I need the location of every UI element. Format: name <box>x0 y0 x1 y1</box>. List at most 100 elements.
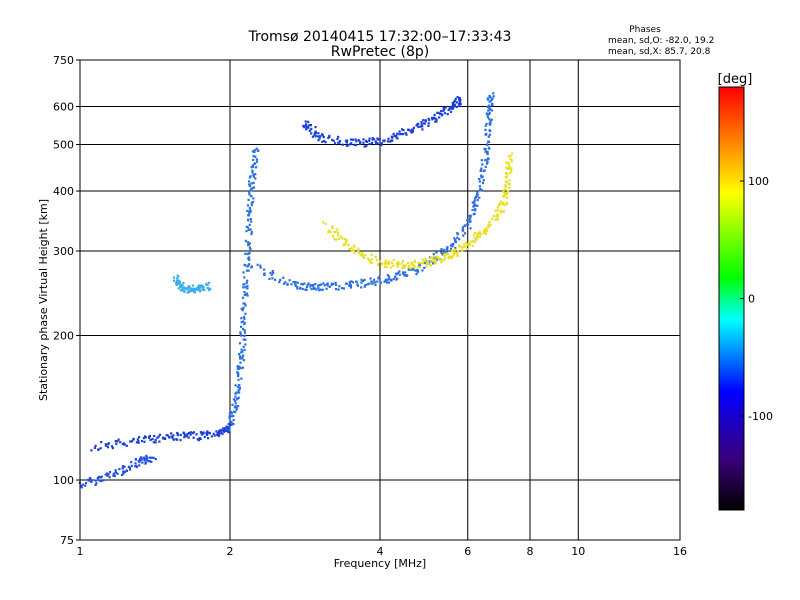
data-point <box>243 276 246 279</box>
data-point <box>343 238 347 241</box>
data-point <box>250 195 253 198</box>
data-point <box>504 175 507 178</box>
data-point <box>450 255 453 258</box>
data-point <box>248 183 251 186</box>
data-point <box>390 266 393 269</box>
data-point <box>407 264 410 268</box>
data-point <box>432 260 435 263</box>
data-point <box>296 285 299 289</box>
data-point <box>462 234 465 237</box>
data-point <box>427 260 430 263</box>
data-point <box>469 214 472 217</box>
data-point <box>368 142 371 146</box>
data-point <box>248 258 251 261</box>
data-point <box>274 278 277 281</box>
data-point <box>232 418 235 422</box>
data-point <box>379 281 382 284</box>
data-point <box>318 137 321 140</box>
data-point <box>145 454 148 457</box>
data-point <box>120 473 124 476</box>
data-point <box>480 176 483 179</box>
data-point <box>130 464 133 467</box>
data-point <box>246 279 249 282</box>
data-point <box>216 433 219 437</box>
data-point <box>153 434 156 438</box>
data-point <box>243 334 246 337</box>
data-point <box>188 285 191 288</box>
data-point <box>116 440 119 443</box>
data-point <box>245 292 248 295</box>
data-point <box>333 231 336 234</box>
data-point <box>230 423 233 426</box>
data-point <box>270 273 273 276</box>
data-point <box>482 179 485 182</box>
data-point <box>496 209 499 212</box>
data-point <box>156 436 159 439</box>
data-point <box>182 281 185 284</box>
data-point <box>392 132 395 135</box>
data-point <box>424 119 427 122</box>
data-point <box>416 265 420 269</box>
data-point <box>470 240 473 243</box>
data-point <box>344 282 348 285</box>
data-point <box>137 441 140 444</box>
data-point <box>436 258 439 261</box>
data-point <box>463 245 466 248</box>
data-point <box>360 286 363 289</box>
data-point <box>463 232 467 235</box>
data-point <box>240 377 243 380</box>
data-point <box>476 234 479 237</box>
data-point <box>223 430 226 433</box>
data-point <box>385 281 388 284</box>
data-point <box>246 209 249 212</box>
data-point <box>95 482 98 485</box>
data-point <box>353 245 356 248</box>
data-point <box>485 122 488 125</box>
data-point <box>249 248 252 251</box>
data-point <box>336 228 339 231</box>
data-point <box>244 304 247 307</box>
data-point <box>183 435 186 438</box>
data-point <box>186 435 189 438</box>
data-point <box>313 132 316 135</box>
data-point <box>411 266 414 269</box>
data-point <box>303 282 306 285</box>
data-point <box>97 448 100 451</box>
data-point <box>436 256 439 259</box>
data-point <box>443 252 446 255</box>
data-point <box>176 280 179 283</box>
data-point <box>150 460 153 463</box>
data-point <box>348 248 351 251</box>
data-point <box>146 458 149 461</box>
y-axis-label: Stationary phase Virtual Height [km] <box>37 199 50 401</box>
data-point <box>337 237 340 240</box>
data-point <box>453 248 456 251</box>
data-point <box>350 142 353 145</box>
data-point <box>417 122 420 125</box>
data-point <box>387 137 390 140</box>
data-point <box>398 130 401 133</box>
data-point <box>232 398 235 401</box>
data-point <box>250 232 253 236</box>
data-point <box>206 430 209 433</box>
data-point <box>242 286 245 289</box>
data-point <box>505 201 508 204</box>
data-point <box>229 410 232 414</box>
data-point <box>197 286 200 289</box>
data-point <box>175 282 178 285</box>
data-point <box>332 282 335 285</box>
data-point <box>294 281 297 284</box>
data-point <box>243 283 246 286</box>
data-point <box>374 140 377 143</box>
data-point <box>397 261 400 264</box>
data-point <box>476 236 479 239</box>
data-point <box>303 126 306 129</box>
data-point <box>507 155 511 158</box>
data-point <box>504 183 507 186</box>
data-point <box>239 333 242 336</box>
data-point <box>376 137 379 140</box>
data-point <box>508 186 511 189</box>
data-point <box>104 444 108 447</box>
data-point <box>481 181 485 184</box>
data-point <box>357 139 360 142</box>
